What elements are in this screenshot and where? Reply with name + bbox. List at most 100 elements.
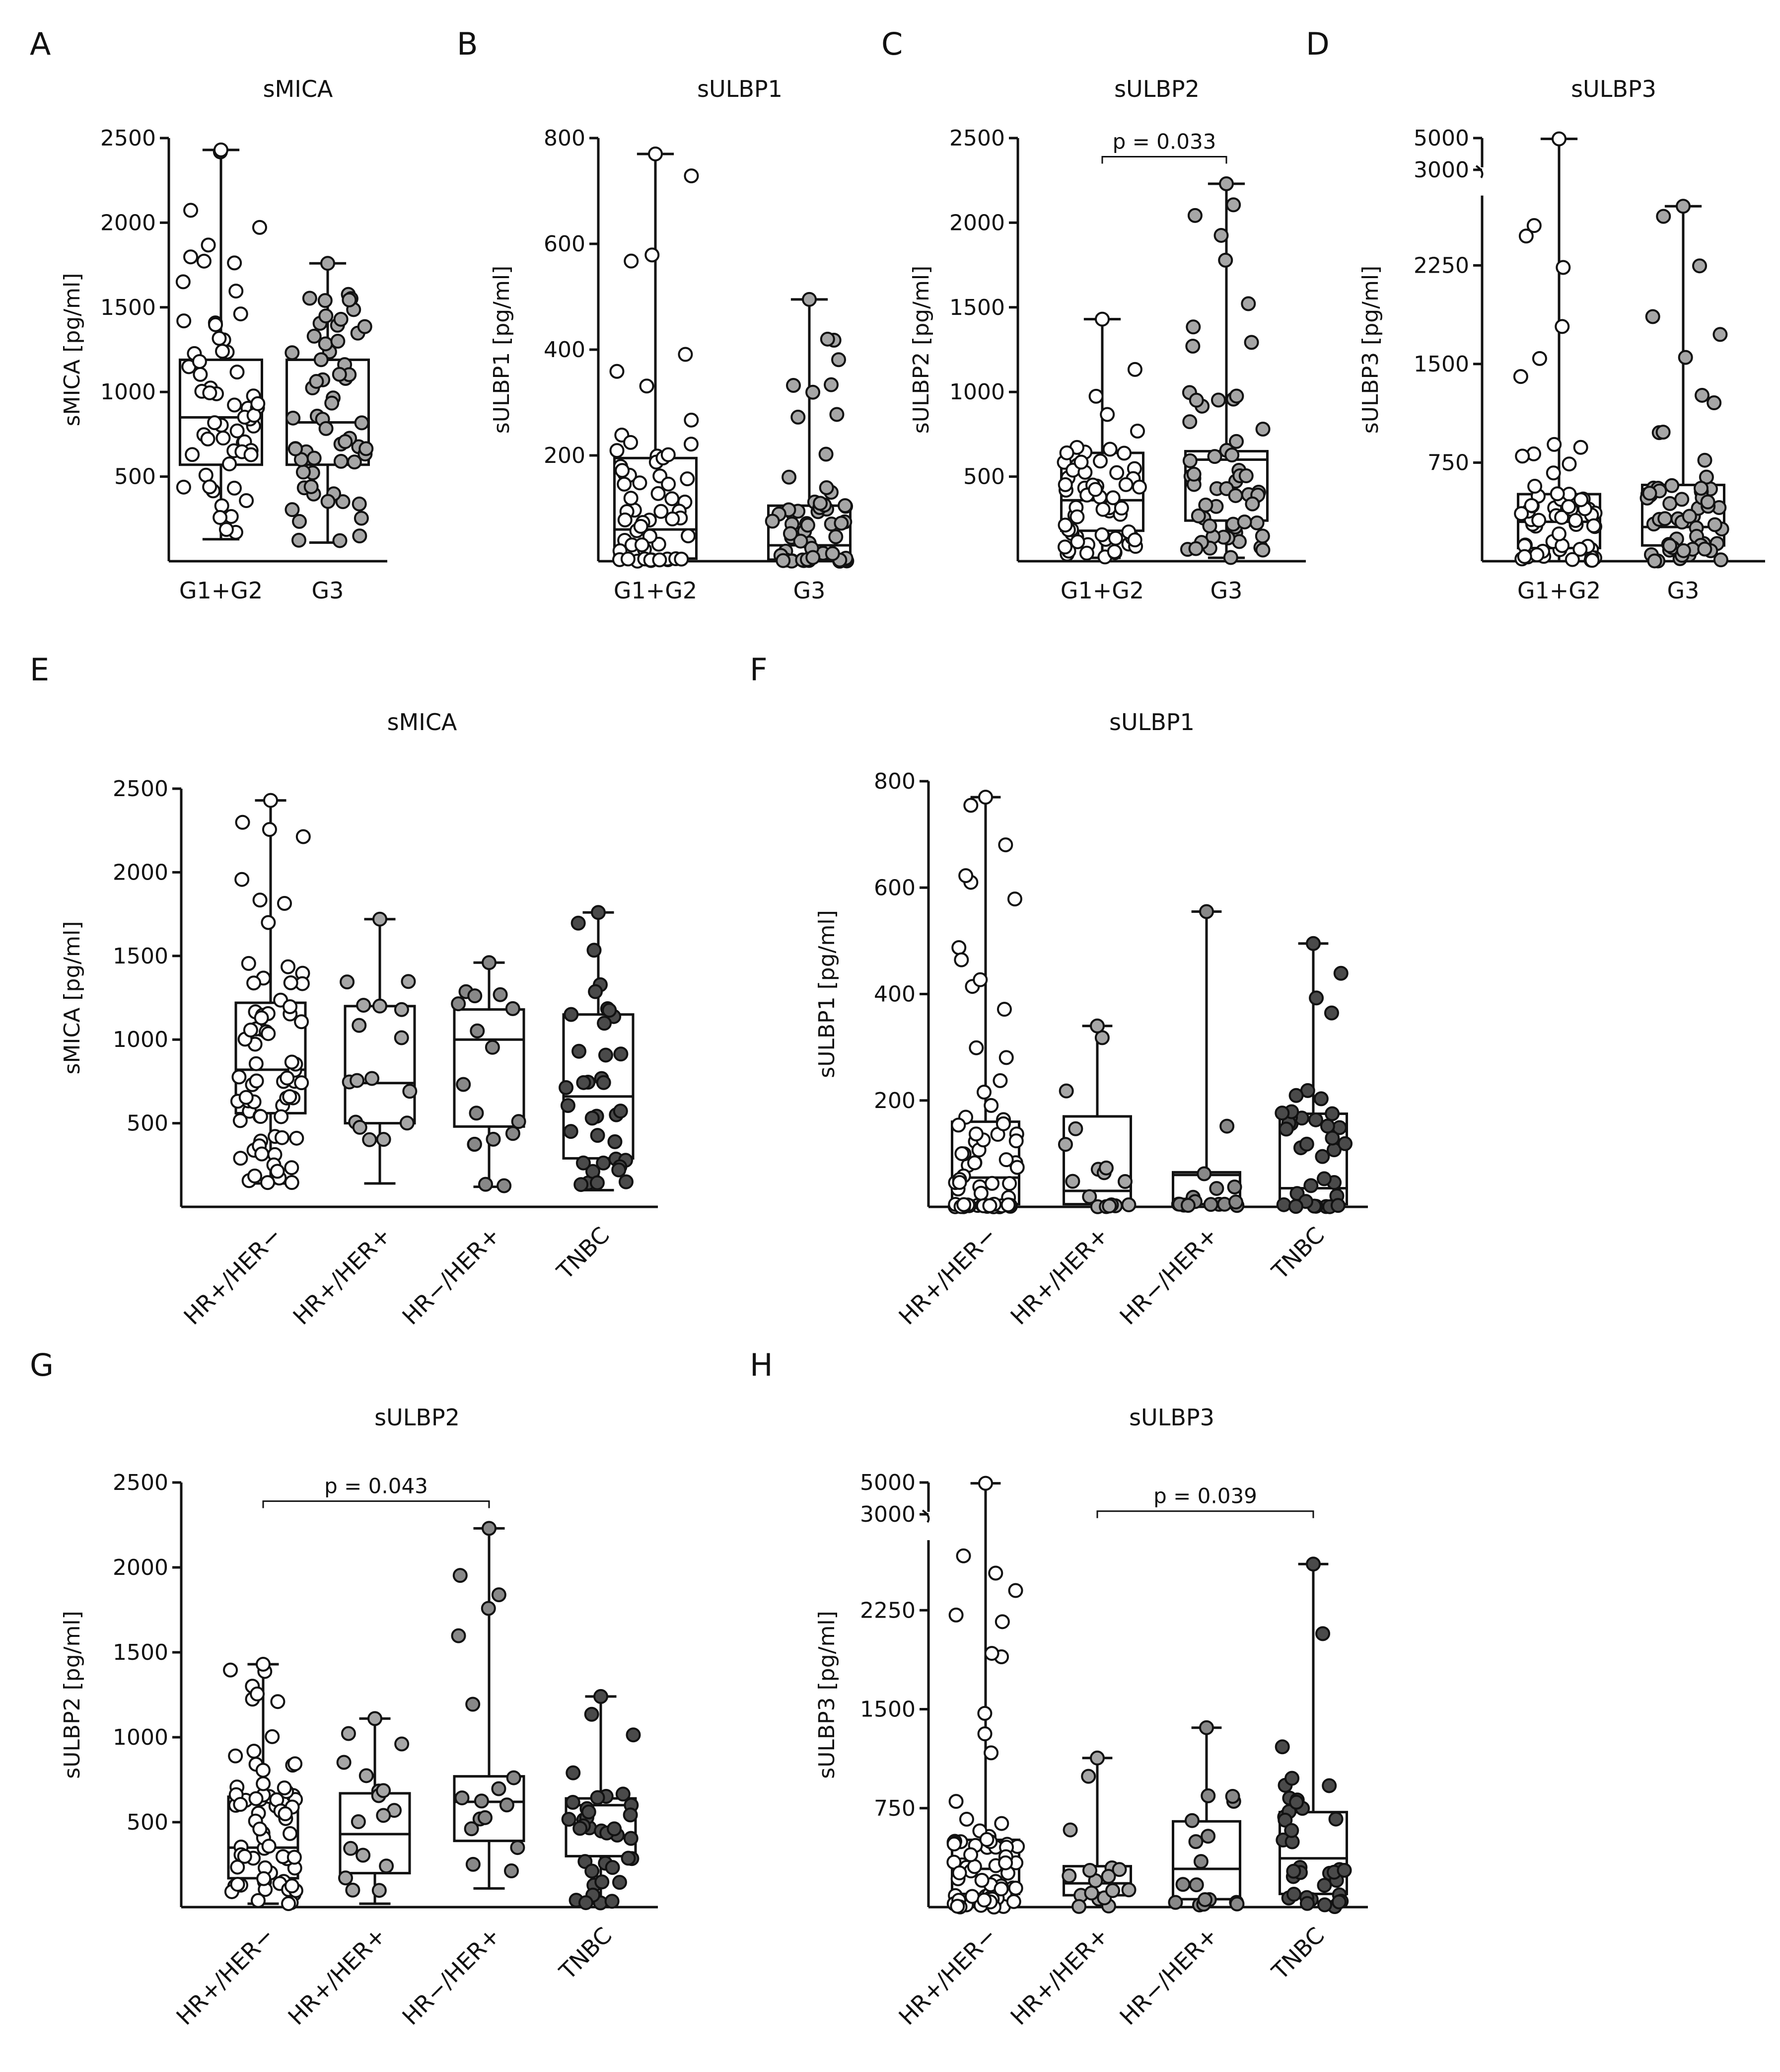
data-point [969,1040,984,1055]
data-point [1202,518,1217,534]
data-point [295,464,311,480]
data-point [604,1894,620,1909]
data-point [281,959,296,974]
data-point [998,1152,1014,1168]
data-point [1694,481,1709,496]
data-point [235,814,250,830]
data-point [973,972,988,987]
box-hr-her-: HR+/HER− [171,1656,303,2030]
data-point [1529,547,1545,563]
data-point [1573,440,1588,455]
data-point [506,1770,521,1785]
data-point [233,1151,248,1166]
data-point [491,1587,506,1603]
data-point [394,1002,409,1017]
data-point [246,975,262,991]
pvalue-bracket [1101,155,1227,164]
data-point-max [978,790,993,805]
data-point [1168,1895,1183,1910]
data-point [564,1007,579,1022]
pvalue-bracket [262,1500,490,1508]
data-point [1130,424,1145,439]
data-point [1245,496,1260,512]
data-point [358,441,374,456]
data-point [653,504,669,519]
data-point [289,1130,304,1146]
data-point [1218,252,1233,268]
data-point [379,1858,394,1874]
iqr-box [344,1005,416,1125]
data-point [1098,1160,1114,1176]
data-point [1712,327,1728,342]
data-point [341,1726,356,1741]
data-point [229,423,245,439]
data-point [586,943,602,958]
data-point [1697,541,1712,557]
y-tick-label: 2500 [100,126,156,151]
data-point [793,533,808,549]
data-point [1255,422,1271,437]
data-point [285,345,300,361]
y-tick-label: 200 [874,1088,916,1113]
data-point [1315,1626,1331,1641]
data-point [785,377,801,393]
data-point [493,987,508,1002]
data-point [318,308,334,324]
category-label: HR−/HER+ [397,1922,505,2030]
data-point [596,1075,611,1090]
data-point [954,1146,970,1161]
data-point [357,319,372,334]
data-point [678,347,693,362]
data-point [467,988,483,1004]
data-point [1676,543,1691,558]
data-point [338,434,353,449]
iqr-box [453,1008,525,1128]
data-point [401,974,416,989]
data-point [340,974,355,990]
data-point [954,952,969,967]
data-point [1112,1862,1127,1877]
data-point [261,1026,276,1041]
category-label: HR+/HER− [893,1222,1001,1330]
data-point [674,551,689,567]
data-point [1102,1198,1117,1214]
data-point [650,486,666,501]
data-point [979,1832,995,1847]
y-tick-label: 2250 [1414,253,1469,278]
data-point [485,1039,500,1055]
data-point [1188,541,1204,556]
data-point [239,493,254,509]
box-g3: G3 [285,256,374,604]
data-point [1058,518,1073,533]
data-point [1095,502,1111,517]
data-point-max [1306,1556,1321,1572]
y-tick-label: 2500 [949,126,1005,151]
data-point [1069,509,1085,524]
data-point [967,1155,982,1171]
data-point [1225,1788,1240,1804]
data-point [684,168,699,184]
data-point [1198,497,1213,513]
data-point [834,516,849,531]
data-point [1184,1813,1200,1828]
data-point [1063,1822,1078,1838]
box-hr-her-: HR−/HER+ [1114,1720,1245,2030]
data-point [1203,1197,1218,1212]
data-point [228,284,244,299]
data-point [274,1109,289,1124]
data-point [1201,1829,1216,1844]
data-point [1082,1189,1097,1204]
data-point [620,551,636,567]
data-point [1009,1160,1025,1175]
data-point [1573,492,1589,508]
pvalue-label: p = 0.039 [1153,1484,1257,1508]
box-hr-her-: HR+/HER− [893,1476,1025,2030]
data-point [248,1791,264,1806]
data-point [1309,990,1324,1006]
data-point [612,1875,627,1890]
y-tick-label: 2250 [860,1598,916,1623]
data-point [1185,339,1201,354]
data-point [477,1810,493,1825]
data-point [228,1748,243,1764]
